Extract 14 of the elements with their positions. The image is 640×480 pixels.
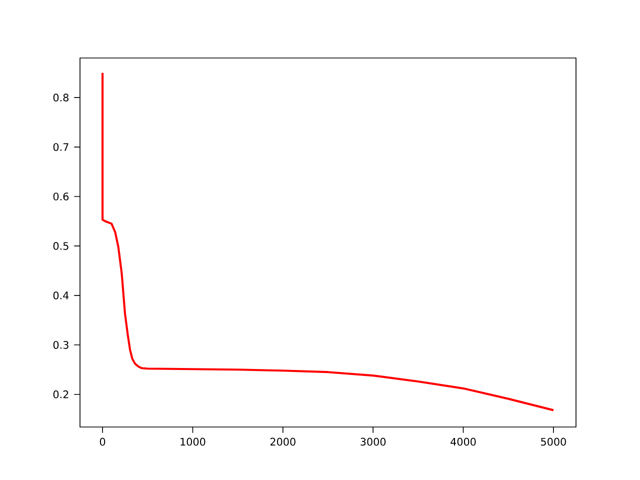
x-tick-label: 2000 bbox=[270, 438, 296, 446]
x-tick-label: 5000 bbox=[541, 438, 566, 446]
y-tick-label: 0.7 bbox=[53, 143, 68, 151]
x-tick-label: 0 bbox=[100, 438, 106, 446]
y-tick-label: 0.8 bbox=[53, 94, 68, 102]
y-tick-label: 0.6 bbox=[53, 192, 69, 200]
x-tick-label: 1000 bbox=[180, 438, 206, 446]
y-tick-label: 0.2 bbox=[53, 390, 68, 398]
y-tick-label: 0.5 bbox=[53, 242, 68, 250]
y-tick-label: 0.3 bbox=[53, 340, 68, 349]
line-series bbox=[102, 72, 554, 412]
y-tick-label: 0.4 bbox=[53, 292, 69, 300]
x-tick-label: 3000 bbox=[360, 438, 386, 446]
x-tick-label: 4000 bbox=[450, 438, 476, 446]
